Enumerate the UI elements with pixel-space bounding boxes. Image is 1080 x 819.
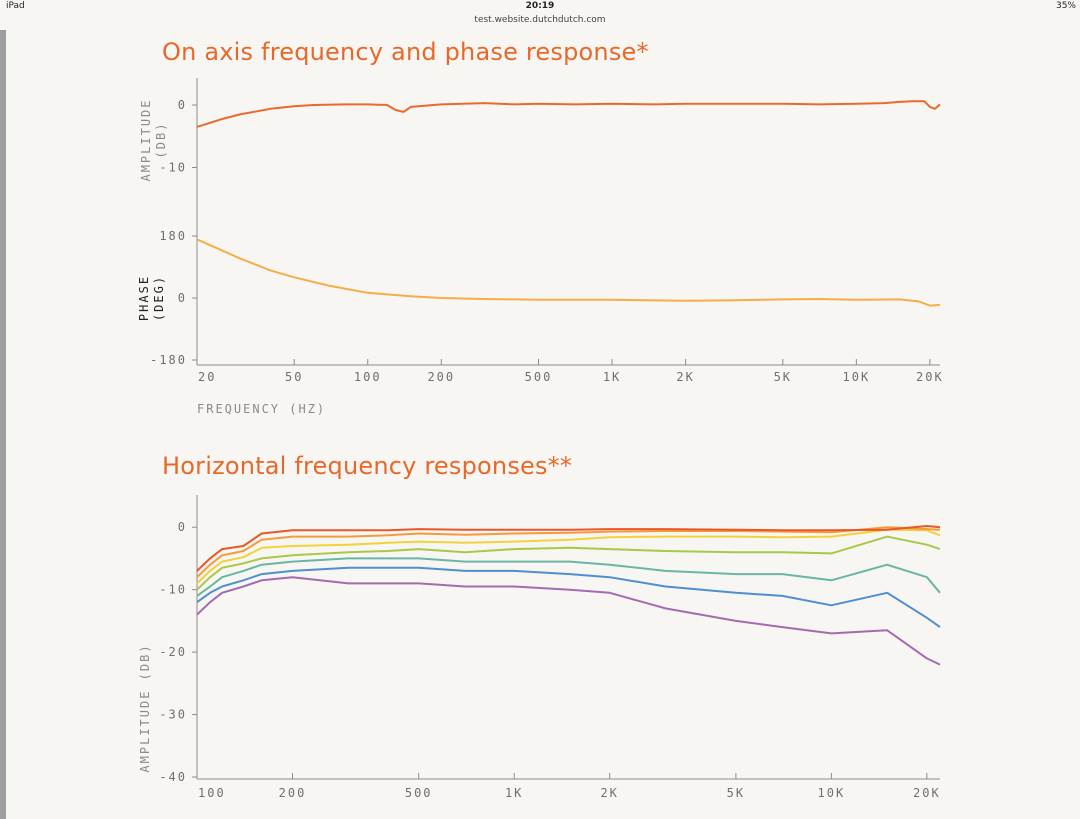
x-tick-label: 10K: [843, 370, 871, 384]
horizontal-response-line-1: [196, 525, 941, 572]
horizontal-response-line-6: [196, 566, 941, 628]
battery-indicator: 35%: [1055, 1, 1076, 11]
x-tick-label: 1K: [603, 370, 621, 384]
x-tick-label: 5K: [727, 786, 745, 800]
y-tick-label: -40: [159, 770, 187, 784]
scroll-edge: [0, 30, 6, 819]
x-tick-label: 500: [405, 786, 433, 800]
x-tick-label: 100: [354, 370, 382, 384]
y-tick-label: -10: [159, 161, 187, 175]
x-tick-label: 500: [525, 370, 553, 384]
y-tick-label: 180: [159, 229, 187, 243]
horizontal-response-line-5: [196, 557, 941, 597]
x-tick-label: 200: [279, 786, 307, 800]
horizontal-response-line-2: [196, 526, 941, 578]
horizontal-response-line-3: [196, 528, 941, 585]
device-label: iPad: [6, 1, 25, 11]
x-tick-label: 2K: [600, 786, 618, 800]
y-tick-label: -30: [159, 708, 187, 722]
amplitude-line: [196, 100, 941, 128]
x-tick-label: 20: [198, 370, 216, 384]
x-tick-label: 100: [198, 786, 226, 800]
section-title-horizontal: Horizontal frequency responses**: [162, 452, 573, 480]
amplitude-axis-label-2: AMPLITUDE (DB): [138, 643, 152, 772]
x-tick-label: 2K: [676, 370, 694, 384]
x-tick-label: 20K: [913, 786, 941, 800]
section-title-on-axis: On axis frequency and phase response*: [162, 38, 649, 66]
status-bar: iPad 20:19 test.website.dutchdutch.com 3…: [0, 0, 1080, 30]
x-tick-label: 50: [285, 370, 303, 384]
y-tick-label: 0: [178, 98, 187, 112]
y-tick-label: 0: [178, 520, 187, 534]
y-tick-label: -180: [150, 353, 187, 367]
y-tick-label: 0: [178, 291, 187, 305]
x-tick-label: 5K: [774, 370, 792, 384]
phase-line: [196, 238, 941, 307]
phase-axis-label: PHASE(DEG): [137, 275, 166, 321]
x-tick-label: 200: [427, 370, 455, 384]
horizontal-response-line-4: [196, 535, 941, 591]
horizontal-response-line-7: [196, 576, 941, 666]
y-tick-label: -10: [159, 583, 187, 597]
x-tick-label: 10K: [818, 786, 846, 800]
url-bar[interactable]: test.website.dutchdutch.com: [474, 15, 606, 25]
amplitude-axis-label: AMPLITUDE(DB): [139, 98, 168, 181]
y-tick-label: -20: [159, 645, 187, 659]
clock: 20:19: [525, 1, 555, 11]
x-axis-label: FREQUENCY (HZ): [197, 402, 326, 416]
x-tick-label: 1K: [505, 786, 523, 800]
x-tick-label: 20K: [916, 370, 944, 384]
